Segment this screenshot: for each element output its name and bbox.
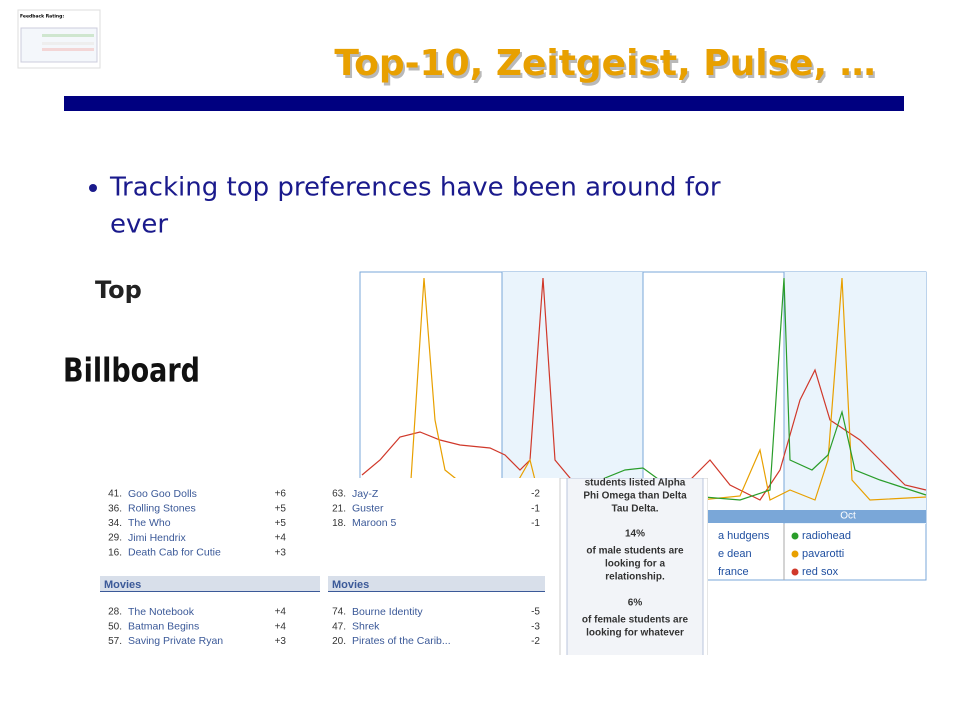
rank-change: -2	[531, 636, 540, 647]
rank-change: +5	[275, 503, 287, 514]
bullet-text: ever	[110, 210, 168, 240]
stat-text: students listed Alpha	[585, 478, 686, 489]
rank: 74.	[332, 607, 346, 618]
rank-change: -3	[531, 621, 540, 632]
stat-text: Tau Delta.	[611, 504, 658, 515]
rank: 20.	[332, 636, 346, 647]
rank-change: +3	[275, 547, 287, 558]
rank: 63.	[332, 489, 346, 500]
item-name: Bourne Identity	[352, 606, 423, 618]
stat-text: of female students are	[582, 615, 689, 626]
rank-change: -1	[531, 518, 540, 529]
movies-heading: Movies	[104, 579, 141, 591]
rank: 18.	[332, 518, 346, 529]
legend-label: radiohead	[802, 530, 851, 542]
title-shadow: Top-10, Zeitgeist, Pulse, …	[336, 46, 877, 87]
item-name: Jay-Z	[352, 488, 379, 500]
legend-label: red sox	[802, 566, 839, 578]
legend-dot	[791, 550, 799, 558]
stat-text: of male students are	[586, 546, 684, 557]
rank: 36.	[108, 503, 122, 514]
rank: 21.	[332, 503, 346, 514]
rank-change: -1	[531, 503, 540, 514]
rank-change: +6	[275, 489, 287, 500]
rank: 41.	[108, 489, 122, 500]
item-name: Goo Goo Dolls	[128, 488, 197, 500]
rank: 29.	[108, 533, 122, 544]
legend-label: a hudgens	[718, 530, 770, 542]
item-name: Guster	[352, 502, 384, 514]
bullet-text: Tracking top preferences have been aroun…	[109, 173, 721, 203]
rank-change: +4	[275, 621, 287, 632]
item-name: The Notebook	[128, 606, 195, 618]
item-name: Shrek	[352, 620, 380, 632]
rank-change: +4	[275, 533, 287, 544]
rank: 34.	[108, 518, 122, 529]
stat-text: Phi Omega than Delta	[583, 491, 687, 502]
rank: 57.	[108, 636, 122, 647]
top-logo: Top	[95, 276, 142, 304]
stat-text: looking for whatever	[586, 628, 684, 639]
legend-label: france	[718, 566, 749, 578]
rank: 47.	[332, 621, 346, 632]
legend-dot	[791, 532, 799, 540]
billboard-logo: Billboard	[63, 351, 200, 390]
legend-label: e dean	[718, 548, 752, 560]
facebook-panel: Movies Movies 41. Goo Goo Dolls +6 36. Rolli…	[92, 478, 708, 655]
item-name: The Who	[128, 517, 171, 529]
item-name: Saving Private Ryan	[128, 635, 223, 647]
stat-text: relationship.	[605, 572, 665, 583]
title-rule	[64, 96, 904, 111]
legend-dot	[791, 568, 799, 576]
rank: 28.	[108, 607, 122, 618]
stat-percent: 6%	[628, 598, 643, 609]
rank: 16.	[108, 547, 122, 558]
feedback-title: Feedback Rating:	[20, 14, 64, 20]
month-label: Oct	[840, 511, 856, 522]
rank-change: +5	[275, 518, 287, 529]
rank-change: -2	[531, 489, 540, 500]
rank-change: +3	[275, 636, 287, 647]
stat-percent: 14%	[625, 529, 645, 540]
rank: 50.	[108, 621, 122, 632]
item-name: Maroon 5	[352, 517, 397, 529]
movies-heading: Movies	[332, 579, 369, 591]
title: Top-10, Zeitgeist, Pulse, …	[334, 43, 875, 84]
item-name: Jimi Hendrix	[128, 532, 187, 544]
item-name: Batman Begins	[128, 620, 199, 632]
stat-text: looking for a	[605, 559, 665, 570]
feedback-thumbnail: Feedback Rating:	[17, 9, 101, 69]
rank-change: -5	[531, 607, 540, 618]
item-name: Death Cab for Cutie	[128, 547, 221, 559]
legend-label: pavarotti	[802, 548, 844, 560]
item-name: Rolling Stones	[128, 502, 196, 514]
item-name: Pirates of the Carib...	[352, 635, 451, 647]
rank-change: +4	[275, 607, 287, 618]
bullet-dot	[89, 184, 97, 192]
